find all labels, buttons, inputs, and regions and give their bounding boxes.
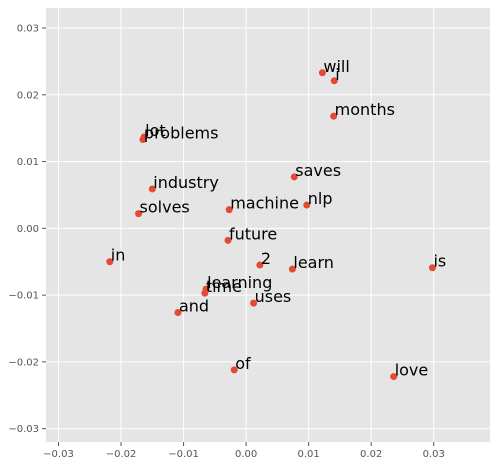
x-tick-label: 0.03 [423, 449, 445, 460]
x-grid [58, 8, 435, 442]
data-point-in [106, 258, 114, 266]
point-label-months: months [335, 100, 395, 119]
point-label-time: time [206, 277, 242, 296]
data-point-uses [250, 299, 258, 307]
data-point-will [318, 69, 326, 77]
point-label-love: love [395, 361, 429, 380]
data-point-industry [148, 185, 156, 193]
plot-area [46, 8, 490, 442]
point-label-i: i [335, 65, 339, 84]
x-tick-label: 0.00 [235, 449, 257, 460]
x-axis-ticks: −0.03 −0.02 −0.01 0.00 0.01 0.02 0.03 [43, 442, 445, 460]
x-tick-label: 0.02 [360, 449, 382, 460]
point-label-solves: solves [140, 198, 190, 217]
point-label-is: is [433, 252, 446, 271]
point-label-uses: uses [255, 287, 292, 306]
data-point-saves [290, 173, 298, 181]
y-tick-label: 0.00 [17, 224, 39, 235]
data-point-is [428, 264, 436, 272]
data-points [106, 69, 436, 381]
y-tick-label: 0.01 [17, 157, 39, 168]
x-tick-label: −0.01 [168, 449, 199, 460]
data-point-future [224, 236, 232, 244]
data-point-nlp [303, 201, 311, 209]
point-label-lot: lot [145, 121, 166, 140]
data-point-love [390, 373, 398, 381]
data-point-problems [139, 136, 147, 144]
point-label-saves: saves [295, 161, 341, 180]
data-point-and [174, 308, 182, 316]
y-tick-label: 0.03 [17, 24, 39, 35]
x-tick-label: −0.02 [106, 449, 137, 460]
data-point-2 [256, 261, 264, 269]
point-label-and: and [179, 296, 209, 315]
y-tick-label: −0.03 [8, 424, 39, 435]
y-grid [46, 27, 490, 430]
data-point-months [330, 112, 338, 120]
point-label-of: of [235, 354, 251, 373]
point-label-machine: machine [230, 194, 299, 213]
point-label-industry: industry [153, 173, 219, 192]
y-axis-ticks: −0.03 −0.02 −0.01 0.00 0.01 0.02 0.03 [8, 24, 46, 435]
point-label-in: in [111, 246, 126, 265]
data-point-learn [288, 265, 296, 273]
x-tick-label: 0.01 [298, 449, 320, 460]
point-label-future: future [229, 224, 277, 243]
data-point-of [230, 366, 238, 374]
x-tick-label: −0.03 [43, 449, 74, 460]
point-label-will: will [323, 57, 349, 76]
data-point-machine [225, 206, 233, 214]
y-tick-label: −0.02 [8, 357, 39, 368]
data-point-time [201, 289, 209, 297]
data-point-solves [135, 210, 143, 218]
point-label-nlp: nlp [308, 189, 333, 208]
data-point-i [330, 77, 338, 85]
point-label-problems: problems [144, 124, 219, 143]
point-label-2: 2 [261, 249, 271, 268]
y-tick-label: −0.01 [8, 291, 39, 302]
y-tick-label: 0.02 [17, 90, 39, 101]
point-label-learning: learning [207, 273, 272, 292]
point-label-learn: learn [293, 253, 334, 272]
